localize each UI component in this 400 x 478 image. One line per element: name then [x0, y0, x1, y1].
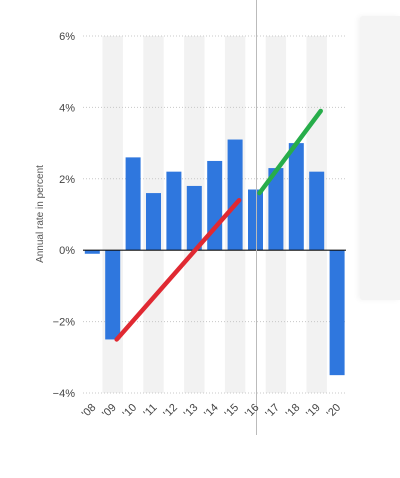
x-tick-label: '11 — [142, 402, 160, 420]
y-tick-label: 0% — [59, 245, 75, 257]
y-tick-label: 2% — [59, 174, 75, 186]
bar — [207, 160, 223, 251]
bar — [105, 250, 121, 340]
bar — [248, 189, 263, 251]
x-tick-label: '15 — [223, 402, 242, 421]
bar — [227, 139, 243, 251]
bar — [166, 171, 182, 251]
y-tick-label: 6% — [59, 31, 75, 43]
x-tick-label: '10 — [121, 402, 140, 421]
trend-line — [114, 197, 242, 342]
x-tick-label: '09 — [100, 402, 119, 421]
bar — [329, 250, 345, 376]
y-tick-label: −4% — [53, 388, 76, 400]
bar — [146, 193, 161, 251]
x-tick-label: '12 — [161, 402, 180, 421]
bar — [268, 168, 284, 251]
y-tick-label: 4% — [59, 102, 75, 114]
y-axis-label: Annual rate in percent — [35, 165, 46, 263]
bar — [84, 250, 100, 254]
y-tick-label: −2% — [53, 317, 76, 329]
x-tick-label: '20 — [325, 402, 344, 421]
bar — [125, 157, 141, 251]
side-panel — [360, 16, 400, 300]
bar — [288, 143, 304, 251]
x-tick-label: '18 — [284, 402, 303, 421]
x-tick-label: '13 — [182, 402, 201, 421]
x-tick-label: '14 — [202, 402, 221, 421]
trend-line — [257, 108, 323, 196]
bar — [186, 185, 202, 251]
bar — [309, 171, 325, 251]
x-tick-label: '17 — [263, 402, 282, 421]
x-tick-label: '19 — [304, 402, 323, 421]
x-tick-label: '08 — [80, 402, 99, 421]
x-tick-label: '16 — [243, 402, 262, 421]
